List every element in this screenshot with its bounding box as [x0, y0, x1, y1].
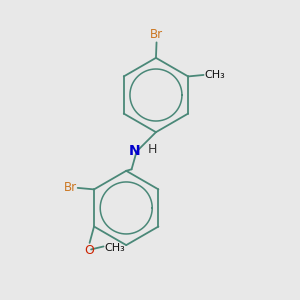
- Text: Br: Br: [150, 28, 163, 41]
- Text: O: O: [85, 244, 94, 257]
- Text: H: H: [148, 142, 157, 156]
- Text: N: N: [129, 145, 141, 158]
- Text: CH₃: CH₃: [205, 70, 225, 80]
- Text: CH₃: CH₃: [104, 244, 125, 254]
- Text: Br: Br: [63, 182, 76, 194]
